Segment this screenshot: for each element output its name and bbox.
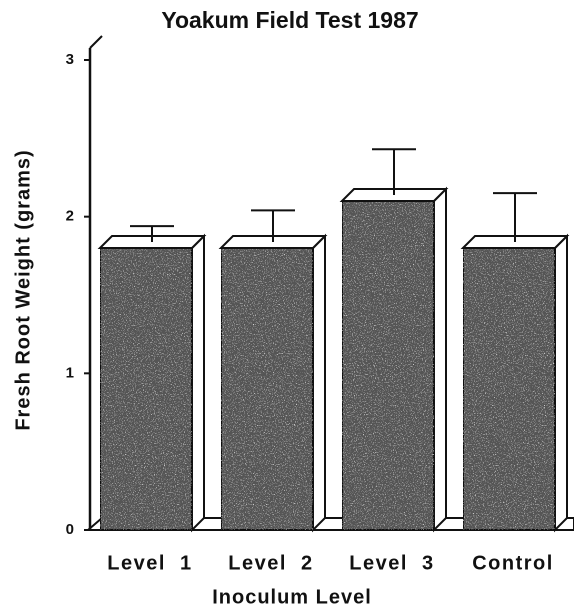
x-tick-label: Control	[472, 552, 554, 574]
y-axis-top	[89, 35, 103, 49]
chart-title: Yoakum Field Test 1987	[161, 7, 418, 33]
x-tick-label: Level 3	[349, 552, 434, 574]
y-tick-label: 3	[66, 51, 74, 68]
bar-side	[433, 186, 447, 533]
bar-side	[554, 233, 568, 533]
x-tick-label: Level 2	[228, 552, 313, 574]
y-tick-label: 0	[66, 521, 74, 538]
bar	[99, 247, 193, 531]
y-tick-label: 1	[66, 364, 74, 381]
bar	[462, 247, 556, 531]
y-tick-label: 2	[66, 208, 74, 225]
bar	[341, 200, 435, 531]
bar	[220, 247, 314, 531]
bar-side	[312, 233, 326, 533]
x-axis-title: Inoculum Level	[212, 586, 372, 608]
bar-side	[191, 233, 205, 533]
y-axis-title: Fresh Root Weight (grams)	[12, 149, 34, 430]
x-tick-label: Level 1	[107, 552, 192, 574]
